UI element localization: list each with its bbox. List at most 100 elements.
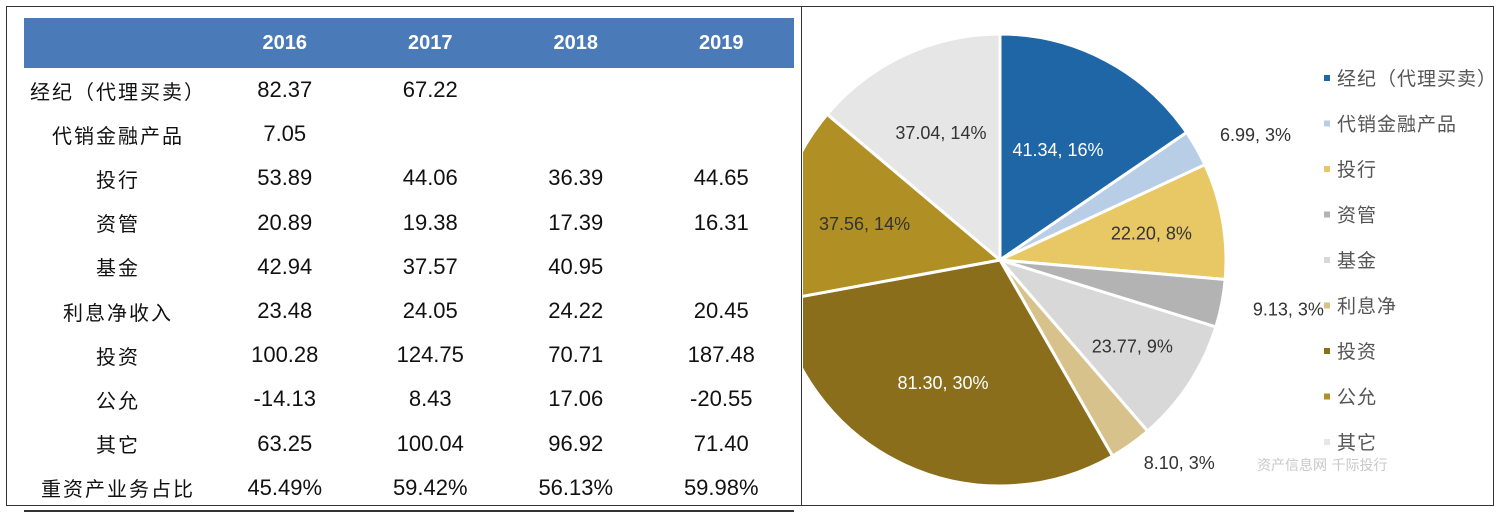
legend-item: 代销金融产品 <box>1337 114 1457 136</box>
header-cell: 2016 <box>212 18 358 68</box>
table-row: 资管 20.89 19.38 17.39 16.31 <box>24 201 794 245</box>
table-row: 经纪（代理买卖） 82.37 67.22 <box>24 68 794 112</box>
table-cell: 17.06 <box>548 386 604 412</box>
panel-divider <box>801 6 802 506</box>
table-cell: 23.48 <box>257 298 313 324</box>
row-label: 投资 <box>96 344 140 369</box>
row-label: 基金 <box>96 256 140 281</box>
legend-swatch <box>1324 75 1330 81</box>
table-row: 代销金融产品 7.05 <box>24 112 794 156</box>
legend-swatch <box>1324 393 1330 400</box>
table-cell: 8.43 <box>408 386 452 412</box>
header-cell: 2017 <box>357 18 503 68</box>
table-cell <box>649 68 795 112</box>
legend-item: 其它 <box>1337 432 1377 454</box>
table-cell <box>358 112 504 156</box>
row-label: 重资产业务占比 <box>24 465 212 512</box>
watermark: 资产信息网 千际投行 <box>1257 458 1388 474</box>
table-cell: 40.95 <box>548 253 604 279</box>
legend-swatch <box>1324 211 1330 218</box>
header-cell <box>24 18 212 68</box>
table-cell: 20.45 <box>693 298 749 324</box>
table-cell <box>503 68 649 112</box>
legend-item: 投行 <box>1337 159 1377 181</box>
row-label: 代销金融产品 <box>52 123 184 148</box>
legend-item: 公允 <box>1337 387 1377 409</box>
table-cell: 37.57 <box>402 253 458 279</box>
table-row: 利息净收入 23.48 24.05 24.22 20.45 <box>24 289 794 333</box>
row-label: 利息净收入 <box>63 300 173 325</box>
data-label: 37.04, 14% <box>895 123 986 143</box>
data-label: 37.56, 14% <box>819 214 910 234</box>
data-table-panel: 2016 2017 2018 2019 经纪（代理买卖） 82.37 67.22 代销… <box>24 18 794 512</box>
table-cell: 96.92 <box>548 430 604 456</box>
table-cell: 17.39 <box>548 209 604 235</box>
row-label: 公允 <box>96 388 140 413</box>
table-cell <box>649 245 795 289</box>
table-cell: -14.13 <box>253 386 316 412</box>
header-cell: 2018 <box>503 18 649 68</box>
table-cell: 71.40 <box>693 430 749 456</box>
table-cell: 59.42% <box>357 465 503 512</box>
legend-swatch <box>1324 120 1330 127</box>
table-cell <box>503 112 649 156</box>
table-row: 其它 63.25 100.04 96.92 71.40 <box>24 422 794 466</box>
legend-swatch <box>1324 302 1330 309</box>
table-cell: 70.71 <box>548 342 604 368</box>
table-cell: 7.05 <box>263 121 307 147</box>
legend-item: 利息净 <box>1337 296 1397 318</box>
table-cell: 36.39 <box>548 165 604 191</box>
pie-slice <box>803 112 1004 298</box>
pie-slice <box>803 258 1115 488</box>
pie-slice <box>994 162 1228 282</box>
table-cell: 19.38 <box>402 209 458 235</box>
table-cell: 63.25 <box>257 430 313 456</box>
table-cell: 24.22 <box>548 298 604 324</box>
table-cell: 16.31 <box>693 209 749 235</box>
table-cell: 67.22 <box>402 77 458 103</box>
data-label: 22.20, 8% <box>1111 223 1192 243</box>
table-cell: -20.55 <box>690 386 753 412</box>
row-label: 资管 <box>96 212 140 237</box>
data-label: 6.99, 3% <box>1220 125 1291 145</box>
table-header-row: 2016 2017 2018 2019 <box>24 18 794 68</box>
pie-slice <box>995 257 1218 434</box>
pie-slices <box>803 32 1228 488</box>
table-row: 公允 -14.13 8.43 17.06 -20.55 <box>24 377 794 421</box>
table-cell: 44.06 <box>402 165 458 191</box>
table-cell: 82.37 <box>257 77 313 103</box>
data-label: 41.34, 16% <box>1012 140 1103 160</box>
legend-item: 投资 <box>1337 341 1377 363</box>
table-cell: 20.89 <box>257 209 313 235</box>
table-row: 投资 100.28 124.75 70.71 187.48 <box>24 333 794 377</box>
data-label: 23.77, 9% <box>1092 337 1173 357</box>
row-label: 投行 <box>96 167 140 192</box>
data-label: 9.13, 3% <box>1253 300 1324 320</box>
table-cell: 59.98% <box>648 465 794 512</box>
pie-chart: 41.34, 16% 6.99, 3% 22.20, 8% 9.13, 3% 23.77… <box>803 32 1493 488</box>
table-cell: 100.04 <box>396 430 464 456</box>
table-cell <box>649 112 795 156</box>
row-label: 经纪（代理买卖） <box>30 79 206 104</box>
pie-slice <box>825 32 1002 264</box>
table-cell: 44.65 <box>693 165 749 191</box>
revenue-table: 2016 2017 2018 2019 经纪（代理买卖） 82.37 67.22 代销… <box>24 18 794 512</box>
data-label: 81.30, 30% <box>897 373 988 393</box>
legend-swatch <box>1324 166 1330 172</box>
legend-swatch <box>1324 348 1330 354</box>
legend-item: 经纪（代理买卖） <box>1337 68 1493 90</box>
table-row: 投行 53.89 44.06 36.39 44.65 <box>24 156 794 200</box>
legend-swatch <box>1324 439 1330 445</box>
pie-slice <box>998 32 1189 263</box>
table-cell: 100.28 <box>251 342 319 368</box>
table-cell: 187.48 <box>687 342 755 368</box>
table-cell: 42.94 <box>257 253 313 279</box>
table-row: 重资产业务占比 45.49% 59.42% 56.13% 59.98% <box>24 465 794 512</box>
legend-swatch <box>1324 257 1330 263</box>
legend-item: 资管 <box>1337 205 1377 227</box>
table-cell: 45.49% <box>212 465 358 512</box>
table-cell: 53.89 <box>257 165 313 191</box>
legend-item: 基金 <box>1337 250 1377 272</box>
header-cell: 2019 <box>648 18 794 68</box>
